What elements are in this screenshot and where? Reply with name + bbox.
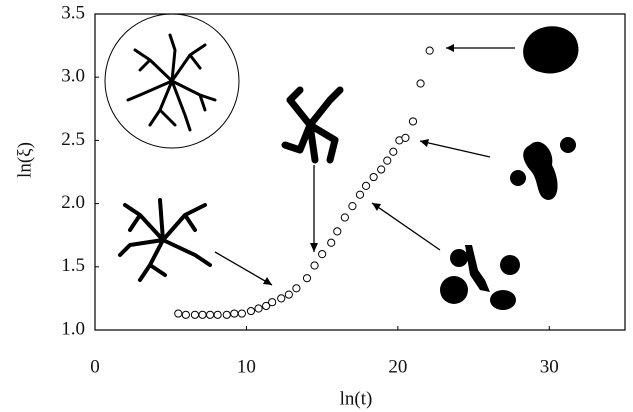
- arrow-head: [420, 139, 429, 147]
- chart: ln(t) ln(ξ) 1.0 1.5 2.0 2.5 3.0 3.5 0 10 20 30: [0, 0, 633, 412]
- point: [206, 311, 213, 318]
- blob: [523, 26, 578, 73]
- y-axis-label: ln(ξ): [14, 142, 35, 178]
- point: [390, 148, 397, 155]
- point: [402, 134, 409, 141]
- point: [303, 275, 310, 282]
- point: [223, 311, 230, 318]
- x-tick-label: 0: [90, 356, 100, 377]
- point: [319, 251, 326, 258]
- point: [349, 203, 356, 210]
- point: [269, 299, 276, 306]
- point: [285, 291, 292, 298]
- cluster: [120, 200, 210, 280]
- point: [255, 305, 262, 312]
- point: [417, 80, 424, 87]
- y-tick-label: 2.5: [61, 129, 85, 150]
- y-tick-label: 1.0: [61, 318, 85, 339]
- cluster: [285, 90, 340, 160]
- arrow: [420, 141, 490, 157]
- point: [191, 311, 198, 318]
- point: [182, 311, 189, 318]
- y-tick-label: 1.5: [61, 255, 85, 276]
- point: [362, 182, 369, 189]
- y-tick-label: 2.0: [61, 192, 85, 213]
- point: [311, 262, 318, 269]
- point: [384, 157, 391, 164]
- cluster: [128, 35, 215, 130]
- arrow-head: [372, 203, 381, 211]
- point: [214, 311, 221, 318]
- point: [356, 191, 363, 198]
- blob: [510, 137, 576, 200]
- point: [378, 166, 385, 173]
- point: [238, 310, 245, 317]
- x-tick-label: 10: [237, 356, 256, 377]
- x-axis-label: ln(t): [340, 388, 373, 409]
- arrow-head: [446, 44, 454, 52]
- blob: [440, 245, 520, 310]
- point: [334, 228, 341, 235]
- point: [247, 307, 254, 314]
- point: [293, 285, 300, 292]
- point: [426, 47, 433, 54]
- point: [370, 173, 377, 180]
- arrow: [215, 252, 272, 285]
- x-tick-label: 20: [388, 356, 407, 377]
- point: [175, 310, 182, 317]
- y-tick-label: 3.0: [61, 66, 85, 87]
- point: [231, 310, 238, 317]
- point: [328, 239, 335, 246]
- point: [278, 295, 285, 302]
- x-tick-label: 30: [540, 356, 559, 377]
- arrow-head: [310, 243, 318, 252]
- point: [199, 311, 206, 318]
- point: [341, 214, 348, 221]
- insets: [105, 14, 578, 310]
- point: [409, 118, 416, 125]
- y-tick-label: 3.5: [61, 2, 85, 23]
- arrow: [372, 203, 440, 250]
